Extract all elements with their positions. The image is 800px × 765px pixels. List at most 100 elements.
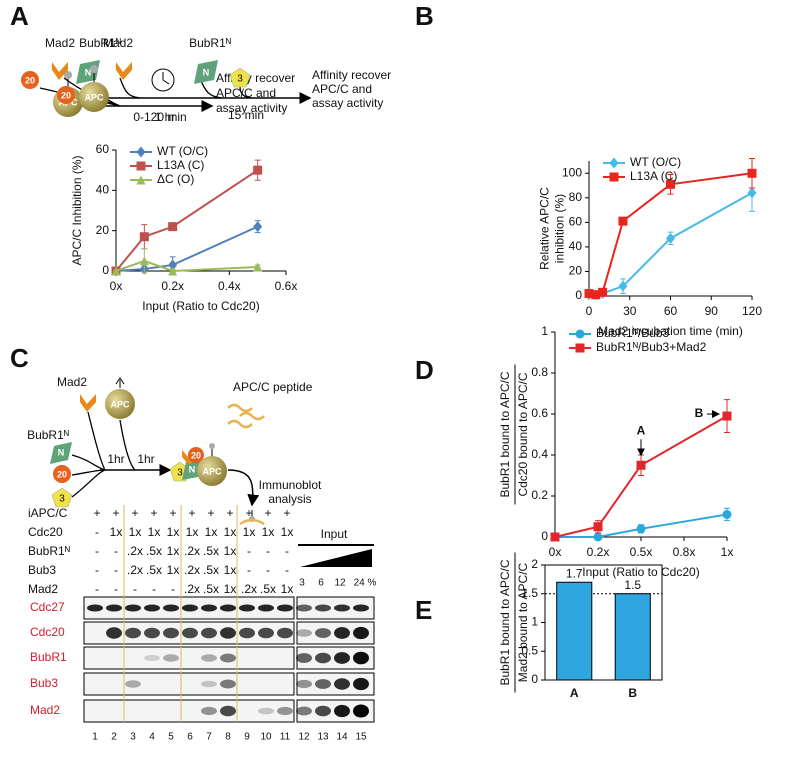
- cell: .5x: [146, 563, 162, 577]
- legend-marker: [609, 157, 619, 169]
- cell: -: [247, 544, 251, 558]
- y-tick-label: 1: [541, 324, 548, 338]
- shape: [90, 65, 98, 73]
- point: [593, 522, 603, 532]
- band: [353, 704, 369, 718]
- y-tick-label: 1: [531, 615, 538, 629]
- diagram-c: Mad2 APC BubR1ᴺ N 20 3 1hr 1hr 3 N 20 AP…: [27, 375, 322, 526]
- result-text: Affinity recover: [312, 68, 391, 82]
- band: [220, 679, 236, 689]
- lane-number: 3: [130, 732, 136, 743]
- band: [125, 604, 141, 612]
- annotation: A: [637, 423, 646, 437]
- band: [239, 604, 255, 612]
- point: [111, 266, 121, 276]
- cell: 1x: [167, 544, 180, 558]
- band: [106, 627, 122, 639]
- x-axis-label: Mad2 incubation time (min): [598, 324, 743, 338]
- legend-label: L13A (C): [630, 169, 677, 183]
- band: [258, 604, 274, 612]
- shape: [52, 62, 68, 80]
- point: [747, 187, 757, 199]
- band: [87, 604, 103, 612]
- band: [220, 705, 236, 717]
- result-text: APC/C and: [216, 86, 276, 100]
- band: [334, 704, 350, 718]
- cell: +: [264, 506, 271, 520]
- cell: +: [207, 506, 214, 520]
- band: [334, 652, 350, 664]
- y-tick-label: 1.5: [521, 586, 538, 600]
- bub3-label: 3: [237, 74, 243, 85]
- result-text: APC/C and: [312, 82, 372, 96]
- band: [220, 604, 236, 612]
- lane-number: 5: [168, 732, 174, 743]
- mad2-label: Mad2: [45, 36, 75, 50]
- legend-label: BubR1ᴺ/Bub3+Mad2: [596, 340, 707, 354]
- point: [598, 287, 608, 297]
- cell: -: [133, 582, 137, 596]
- x-tick-label: 1x: [721, 545, 734, 559]
- cell: 1x: [243, 525, 256, 539]
- x-tick-label: 0.2x: [587, 545, 610, 559]
- bar: [614, 593, 651, 681]
- band: [315, 679, 331, 689]
- shape: [209, 443, 215, 449]
- point: [253, 221, 263, 233]
- cell: -: [95, 563, 99, 577]
- time-label: 0-120 min: [133, 110, 186, 124]
- series-line: [555, 513, 728, 538]
- time-label: 1 hr: [155, 110, 176, 124]
- lane-number: 2: [111, 732, 117, 743]
- n-label: N: [203, 67, 210, 77]
- lane-number: 9: [244, 732, 250, 743]
- point: [722, 411, 732, 421]
- value-label: 1.7: [566, 566, 583, 580]
- shape: [64, 71, 72, 79]
- band-label: Bub3: [30, 676, 58, 690]
- band: [201, 680, 217, 688]
- input-percent: 3: [299, 578, 305, 589]
- cell: 1x: [281, 582, 294, 596]
- cell: .5x: [203, 582, 219, 596]
- cell: -: [266, 563, 270, 577]
- point: [666, 179, 675, 189]
- y-tick-label: 0: [102, 263, 109, 277]
- band: [182, 627, 198, 639]
- band: [144, 654, 160, 662]
- cell: 1x: [167, 525, 180, 539]
- lane-number: 13: [317, 732, 329, 743]
- complex-n: N: [189, 464, 196, 474]
- cell: 1x: [186, 525, 199, 539]
- shape: [105, 389, 135, 419]
- row-label: iAPC/C: [28, 506, 68, 520]
- band: [144, 627, 160, 639]
- band: [163, 604, 179, 612]
- cell: 1x: [129, 525, 142, 539]
- band: [277, 706, 293, 716]
- cell: .2x: [127, 544, 143, 558]
- y-tick-label: 0.8: [531, 365, 548, 379]
- cdc20-label: 20: [57, 469, 67, 479]
- shape: [227, 469, 260, 507]
- band: [106, 604, 122, 612]
- cell: 1x: [281, 525, 294, 539]
- band: [315, 652, 331, 664]
- complex-bub3: 3: [177, 468, 183, 479]
- cell: +: [226, 506, 233, 520]
- cell: .2x: [184, 563, 200, 577]
- band: [163, 654, 179, 662]
- x-tick-label: 0.6x: [275, 279, 298, 293]
- shape: [80, 394, 96, 412]
- complex-apc: APC: [202, 466, 222, 476]
- cell: .2x: [184, 582, 200, 596]
- point: [618, 216, 628, 226]
- bar: [556, 581, 593, 681]
- panel-label: D: [415, 355, 434, 385]
- y-axis-label: APC/C Inhibition (%): [70, 155, 84, 265]
- x-tick-label: B: [628, 686, 637, 700]
- shape: [182, 459, 202, 480]
- x-tick-label: 0: [586, 304, 593, 318]
- point: [593, 532, 603, 542]
- input-percent: 24 %: [354, 578, 377, 589]
